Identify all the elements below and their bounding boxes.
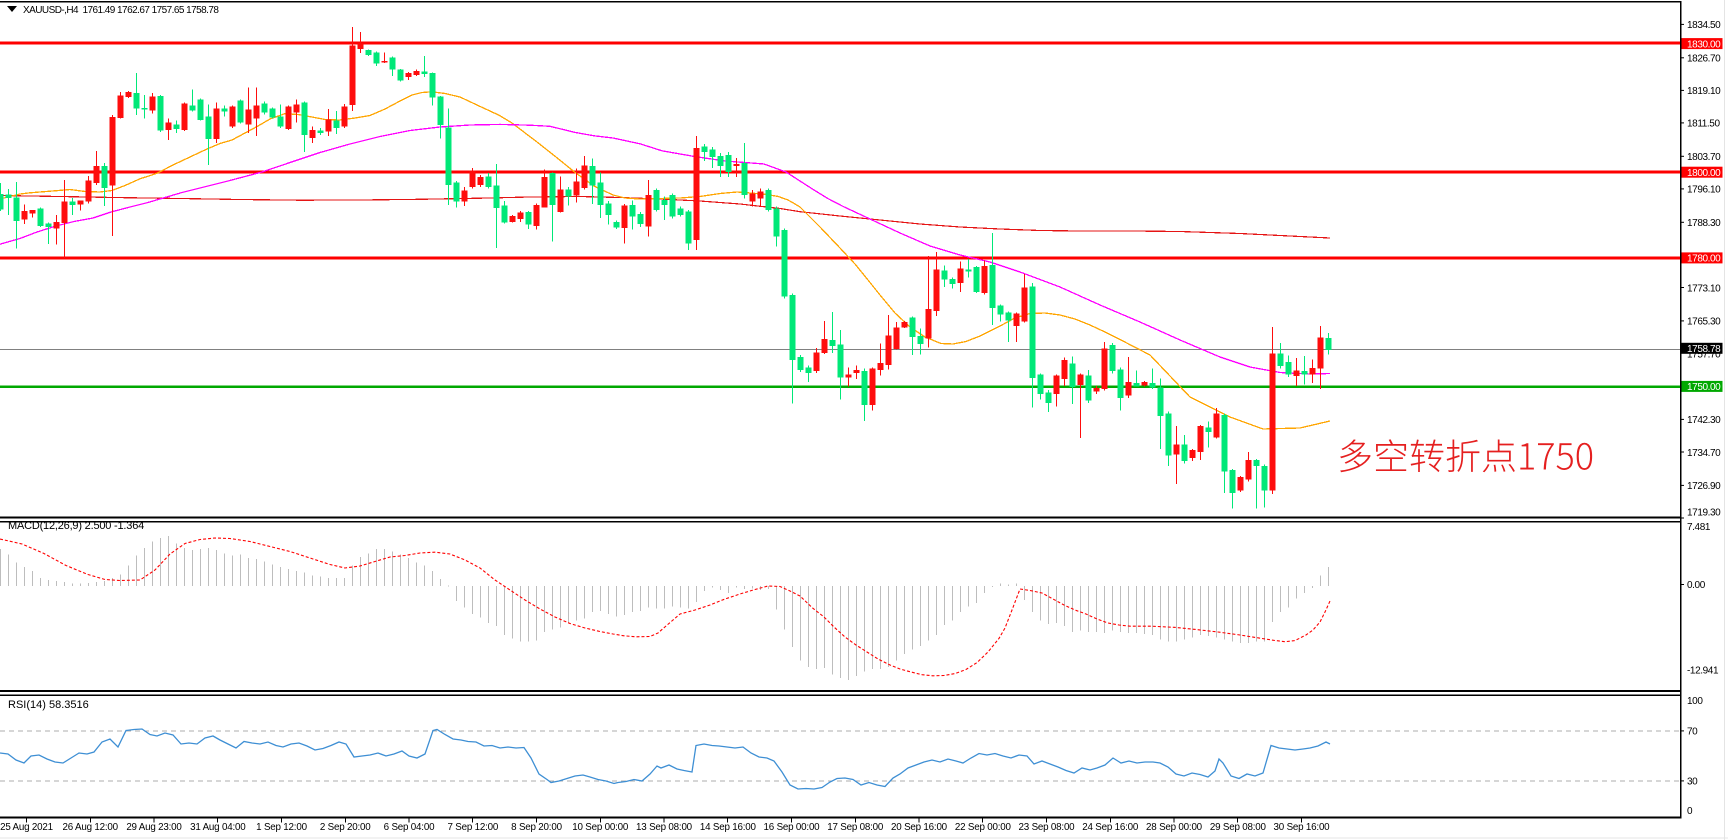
svg-text:1826.70: 1826.70 bbox=[1687, 54, 1721, 65]
svg-text:1 Sep 12:00: 1 Sep 12:00 bbox=[256, 822, 307, 833]
svg-text:100: 100 bbox=[1687, 696, 1703, 707]
svg-text:20 Sep 16:00: 20 Sep 16:00 bbox=[891, 822, 948, 833]
svg-text:31 Aug 04:00: 31 Aug 04:00 bbox=[190, 822, 246, 833]
svg-text:23 Sep 08:00: 23 Sep 08:00 bbox=[1019, 822, 1076, 833]
svg-text:30 Sep 16:00: 30 Sep 16:00 bbox=[1274, 822, 1331, 833]
svg-text:1788.30: 1788.30 bbox=[1687, 218, 1721, 229]
svg-text:1834.50: 1834.50 bbox=[1687, 20, 1721, 31]
svg-text:10 Sep 00:00: 10 Sep 00:00 bbox=[572, 822, 629, 833]
svg-text:14 Sep 16:00: 14 Sep 16:00 bbox=[700, 822, 757, 833]
svg-text:7.481: 7.481 bbox=[1687, 522, 1711, 533]
svg-text:24 Sep 16:00: 24 Sep 16:00 bbox=[1082, 822, 1139, 833]
svg-text:28 Sep 00:00: 28 Sep 00:00 bbox=[1146, 822, 1203, 833]
svg-text:26 Aug 12:00: 26 Aug 12:00 bbox=[63, 822, 119, 833]
svg-text:MACD(12,26,9) 2.500 -1.364: MACD(12,26,9) 2.500 -1.364 bbox=[8, 520, 144, 532]
svg-text:29 Aug 23:00: 29 Aug 23:00 bbox=[126, 822, 182, 833]
svg-text:1773.10: 1773.10 bbox=[1687, 283, 1721, 294]
svg-text:1734.70: 1734.70 bbox=[1687, 448, 1721, 459]
svg-text:1819.10: 1819.10 bbox=[1687, 86, 1721, 97]
svg-text:1750.00: 1750.00 bbox=[1687, 382, 1721, 393]
svg-text:1726.90: 1726.90 bbox=[1687, 481, 1721, 492]
svg-text:1803.70: 1803.70 bbox=[1687, 152, 1721, 163]
svg-text:17 Sep 08:00: 17 Sep 08:00 bbox=[827, 822, 884, 833]
svg-text:70: 70 bbox=[1687, 727, 1698, 738]
svg-text:1742.30: 1742.30 bbox=[1687, 415, 1721, 426]
svg-text:22 Sep 00:00: 22 Sep 00:00 bbox=[955, 822, 1012, 833]
svg-text:7 Sep 12:00: 7 Sep 12:00 bbox=[447, 822, 498, 833]
svg-text:1719.30: 1719.30 bbox=[1687, 508, 1721, 519]
svg-text:0.00: 0.00 bbox=[1687, 580, 1706, 591]
svg-text:-12.941: -12.941 bbox=[1687, 666, 1719, 677]
svg-text:1765.30: 1765.30 bbox=[1687, 317, 1721, 328]
svg-text:1796.10: 1796.10 bbox=[1687, 185, 1721, 196]
svg-text:1780.00: 1780.00 bbox=[1687, 254, 1721, 265]
svg-text:6 Sep 04:00: 6 Sep 04:00 bbox=[384, 822, 435, 833]
svg-text:1757.70: 1757.70 bbox=[1687, 349, 1721, 360]
svg-text:8 Sep 20:00: 8 Sep 20:00 bbox=[511, 822, 562, 833]
svg-text:1830.00: 1830.00 bbox=[1687, 39, 1721, 50]
svg-text:29 Sep 08:00: 29 Sep 08:00 bbox=[1210, 822, 1267, 833]
svg-text:1800.00: 1800.00 bbox=[1687, 168, 1721, 179]
svg-text:1758.78: 1758.78 bbox=[1687, 344, 1721, 355]
svg-text:30: 30 bbox=[1687, 777, 1698, 788]
svg-text:13 Sep 08:00: 13 Sep 08:00 bbox=[636, 822, 693, 833]
svg-text:16 Sep 00:00: 16 Sep 00:00 bbox=[764, 822, 821, 833]
svg-text:0: 0 bbox=[1687, 806, 1693, 817]
svg-text:RSI(14) 58.3516: RSI(14) 58.3516 bbox=[8, 699, 89, 711]
svg-text:XAUUSD-,H4 1761.49 1762.67 17: XAUUSD-,H4 1761.49 1762.67 1757.65 1758.… bbox=[23, 5, 219, 16]
svg-text:1811.50: 1811.50 bbox=[1687, 119, 1720, 130]
svg-text:2 Sep 20:00: 2 Sep 20:00 bbox=[320, 822, 371, 833]
svg-text:25 Aug 2021: 25 Aug 2021 bbox=[0, 822, 53, 833]
